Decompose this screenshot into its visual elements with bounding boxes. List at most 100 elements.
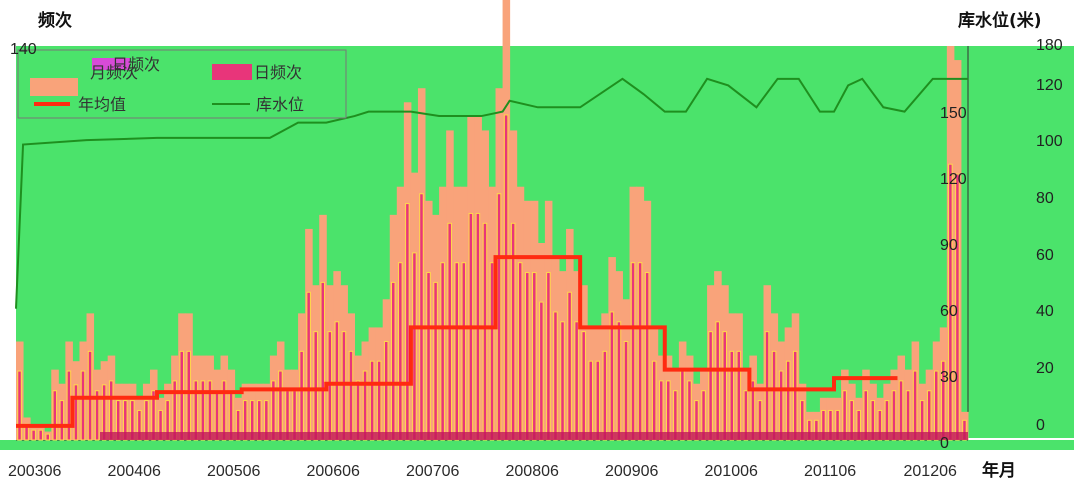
annual-mean-path — [16, 255, 898, 428]
daily-bar — [637, 262, 643, 441]
daily-bar — [778, 370, 784, 441]
x-tick-label: 200806 — [506, 463, 559, 480]
right-strip — [968, 46, 1074, 438]
daily-bar — [101, 384, 107, 441]
daily-bar — [553, 311, 558, 441]
daily-bar — [736, 350, 742, 441]
daily-bar — [38, 429, 43, 441]
daily-bar — [433, 281, 438, 441]
right-outer-tick: 100 — [1036, 133, 1063, 150]
daily-bar — [17, 370, 22, 441]
right-inner-tick: 30 — [940, 369, 958, 386]
daily-bar — [80, 370, 86, 441]
daily-bar — [764, 331, 770, 441]
right-inner-tick: 120 — [940, 171, 967, 188]
daily-bar — [31, 429, 36, 441]
daily-bar — [87, 350, 93, 441]
daily-bar — [355, 380, 361, 441]
daily-bar — [440, 262, 445, 441]
daily-bar — [278, 370, 283, 441]
right-outer-tick: 40 — [1036, 303, 1054, 320]
legend-label-mean: 年均值 — [78, 95, 126, 114]
x-tick-label: 200306 — [8, 463, 61, 480]
daily-bar — [398, 262, 403, 441]
daily-bar — [320, 281, 326, 441]
bottom-strip — [0, 440, 1074, 450]
daily-bar — [59, 400, 65, 441]
right-outer-tick: 120 — [1036, 77, 1063, 94]
daily-bar — [581, 331, 586, 441]
daily-bar — [207, 380, 213, 441]
daily-bar — [560, 321, 565, 441]
daily-bar — [299, 350, 304, 441]
daily-bar — [108, 380, 114, 441]
daily-bar — [644, 272, 650, 441]
daily-bar — [482, 222, 488, 441]
daily-bar — [503, 114, 509, 441]
x-tick-label: 201106 — [804, 463, 856, 480]
x-tick-label: 200406 — [108, 463, 161, 480]
right-inner-ticks: 150 120 90 60 30 0 — [940, 105, 967, 452]
daily-bar — [419, 193, 424, 441]
daily-bar — [524, 272, 530, 441]
daily-bar — [412, 252, 417, 441]
daily-bar — [306, 291, 311, 441]
daily-bar — [94, 390, 100, 441]
daily-bar — [792, 350, 798, 441]
daily-bar — [489, 262, 495, 441]
daily-bar — [722, 331, 727, 441]
daily-bar — [666, 380, 671, 441]
right-inner-tick: 150 — [940, 105, 967, 122]
right-axis-title: 库水位(米) — [958, 10, 1042, 31]
daily-bar — [362, 370, 368, 441]
legend: 日频次 月频次 日频次 年均值 库水位 — [17, 49, 347, 119]
daily-bar — [630, 262, 636, 441]
x-tick-label: 200706 — [406, 463, 459, 480]
daily-bar — [383, 341, 389, 441]
right-outer-tick: 80 — [1036, 190, 1054, 207]
daily-bar — [334, 321, 340, 441]
daily-bar — [651, 360, 657, 441]
daily-baseline-band — [100, 432, 968, 440]
legend-label-daily: 日频次 — [112, 55, 160, 74]
reservoir-level-line — [15, 77, 968, 309]
right-inner-tick: 60 — [940, 303, 958, 320]
daily-bar — [193, 380, 199, 441]
x-tick-label: 201006 — [705, 463, 758, 480]
right-inner-tick: 90 — [940, 237, 958, 254]
right-outer-tick: 60 — [1036, 247, 1054, 264]
left-axis-title: 频次 — [38, 10, 72, 31]
daily-bar — [327, 331, 333, 441]
left-axis-tick: 140 — [10, 41, 37, 58]
daily-bar — [934, 370, 939, 441]
daily-bar — [348, 350, 354, 441]
x-tick-label: 200906 — [605, 463, 658, 480]
daily-bar — [172, 380, 177, 441]
daily-bar — [546, 272, 551, 441]
legend-swatch-monthly — [30, 78, 78, 96]
legend-swatch-daily-2 — [212, 64, 252, 80]
daily-bar — [539, 301, 544, 441]
x-axis-title: 年月 — [982, 460, 1016, 481]
right-outer-tick: 20 — [1036, 360, 1054, 377]
daily-bar — [609, 311, 615, 441]
daily-bar — [221, 380, 227, 441]
daily-bar — [898, 380, 904, 441]
daily-bar — [588, 360, 593, 441]
daily-bar — [200, 380, 206, 441]
daily-bar — [496, 193, 502, 441]
daily-bar — [313, 331, 318, 441]
daily-bar — [341, 331, 347, 441]
daily-bar — [517, 262, 523, 441]
right-outer-tick: 0 — [1036, 417, 1045, 434]
daily-bar — [574, 321, 579, 441]
x-tick-label: 200506 — [207, 463, 260, 480]
daily-bar — [45, 433, 50, 441]
legend-label-level: 库水位 — [256, 95, 304, 114]
daily-bar — [708, 331, 713, 441]
daily-bar — [729, 350, 735, 441]
annual-mean-line — [16, 255, 898, 428]
legend-label-monthly: 月频次 — [90, 63, 138, 82]
daily-bar — [179, 350, 184, 441]
